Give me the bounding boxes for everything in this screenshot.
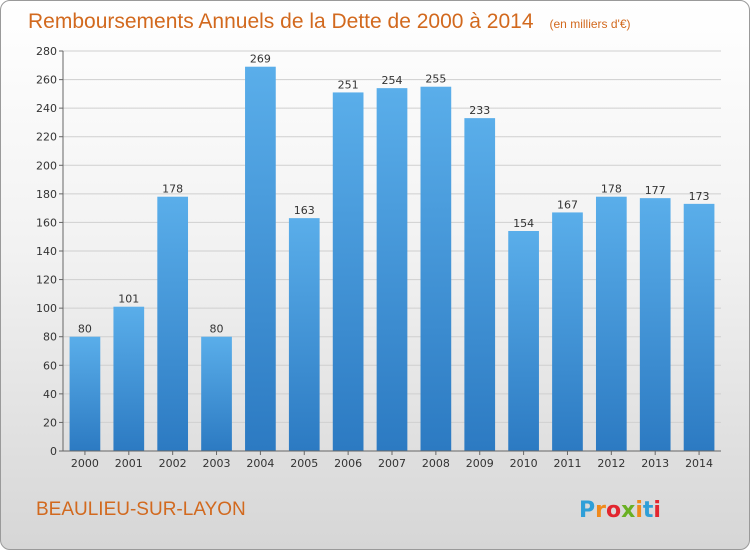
value-label-2006: 251 — [338, 78, 359, 91]
chart-title: Remboursements Annuels de la Dette de 20… — [28, 10, 631, 33]
bar-2000 — [69, 336, 101, 451]
chart-title-unit: (en milliers d'€) — [550, 17, 631, 31]
x-tick-label: 2007 — [378, 457, 406, 470]
y-axis: 0 20 40 60 80 100 120 140 160 180 200 220 240 260 280 — [36, 45, 64, 458]
y-tick-label: 220 — [36, 131, 57, 144]
y-tick-label: 240 — [36, 102, 57, 115]
bar-2010 — [508, 231, 539, 451]
logo-letter: o — [606, 498, 621, 523]
city-name: BEAULIEU-SUR-LAYON — [36, 499, 246, 520]
bar-2013 — [639, 198, 671, 451]
x-tick-label: 2009 — [466, 457, 494, 470]
bar-2014 — [683, 203, 715, 451]
bar-2001 — [113, 306, 145, 451]
bar-2004 — [245, 66, 276, 451]
logo-letter: i — [653, 498, 661, 523]
y-tick-label: 20 — [43, 416, 57, 429]
x-tick-label: 2001 — [115, 457, 143, 470]
value-label-2008: 255 — [425, 73, 446, 86]
logo-letter: i — [635, 498, 643, 523]
y-tick-label: 40 — [43, 388, 57, 401]
y-tick-label: 60 — [43, 359, 57, 372]
x-tick-label: 2000 — [71, 457, 99, 470]
y-tick-label: 260 — [36, 74, 57, 87]
y-tick-label: 200 — [36, 159, 57, 172]
x-tick-label: 2003 — [203, 457, 231, 470]
value-label-2003: 80 — [210, 323, 224, 336]
value-label-2004: 269 — [250, 53, 271, 66]
bar-2009 — [464, 118, 496, 452]
x-tick-label: 2013 — [641, 457, 669, 470]
value-label-2013: 177 — [645, 184, 666, 197]
bar-2011 — [552, 212, 583, 451]
x-tick-label: 2004 — [246, 457, 274, 470]
value-label-2012: 178 — [601, 183, 622, 196]
x-tick-label: 2006 — [334, 457, 362, 470]
bar-2002 — [157, 196, 189, 451]
bar-2005 — [288, 218, 320, 451]
y-tick-label: 140 — [36, 245, 57, 258]
bar-2007 — [376, 88, 408, 452]
bars: 80 101 178 80 269 163 251 254 255 233 154 167 178 177… — [69, 53, 715, 452]
logo-letter: x — [621, 498, 635, 523]
value-label-2001: 101 — [118, 293, 139, 306]
logo-letter: P — [579, 498, 595, 523]
y-tick-label: 280 — [36, 45, 57, 58]
bar-2012 — [595, 196, 627, 451]
x-axis: 2000 2001 2002 2003 2004 2005 2006 2007 2008 2009… — [63, 450, 721, 470]
proxiti-logo: Proxiti — [579, 498, 661, 523]
logo-letter: r — [595, 498, 606, 523]
y-tick-label: 80 — [43, 331, 57, 344]
x-tick-label: 2014 — [685, 457, 713, 470]
logo-letter: t — [643, 498, 654, 523]
y-tick-label: 180 — [36, 188, 57, 201]
x-tick-label: 2005 — [290, 457, 318, 470]
value-label-2010: 154 — [513, 217, 534, 230]
value-label-2009: 233 — [469, 104, 490, 117]
y-tick-label: 120 — [36, 274, 57, 287]
value-label-2005: 163 — [294, 204, 315, 217]
y-tick-label: 0 — [50, 445, 57, 458]
x-tick-label: 2008 — [422, 457, 450, 470]
value-label-2000: 80 — [78, 323, 92, 336]
value-label-2014: 173 — [689, 190, 710, 203]
y-tick-label: 100 — [36, 302, 57, 315]
y-tick-label: 160 — [36, 216, 57, 229]
bar-2008 — [420, 86, 452, 451]
bar-2006 — [332, 92, 364, 451]
x-tick-label: 2002 — [159, 457, 187, 470]
x-tick-label: 2010 — [510, 457, 538, 470]
x-tick-label: 2012 — [597, 457, 625, 470]
x-tick-label: 2011 — [553, 457, 581, 470]
value-label-2007: 254 — [382, 74, 403, 87]
value-label-2011: 167 — [557, 198, 578, 211]
value-label-2002: 178 — [162, 183, 183, 196]
bar-2003 — [201, 336, 232, 451]
chart-title-main: Remboursements Annuels de la Dette de 20… — [28, 10, 534, 33]
